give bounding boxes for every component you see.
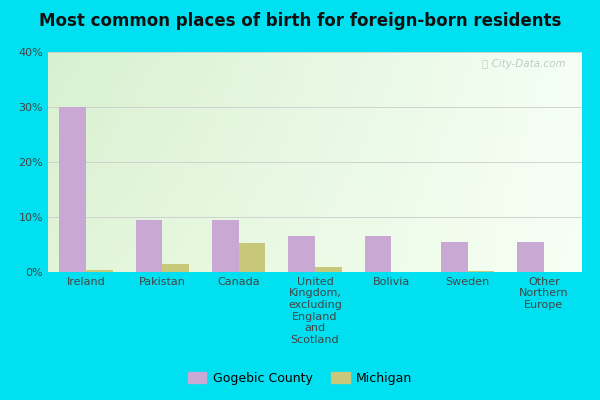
Bar (239, 243, 265, 272)
Bar (467, 271, 494, 272)
Text: Most common places of birth for foreign-born residents: Most common places of birth for foreign-… (39, 12, 561, 30)
Bar (86, 270, 113, 272)
Bar (289, 236, 315, 272)
Bar (136, 220, 163, 272)
Bar (212, 220, 239, 272)
Bar (59, 107, 86, 272)
Legend: Gogebic County, Michigan: Gogebic County, Michigan (182, 367, 418, 390)
Bar (315, 266, 342, 272)
Bar (365, 236, 391, 272)
Bar (441, 242, 467, 272)
Text: ⓘ City-Data.com: ⓘ City-Data.com (482, 58, 566, 68)
Bar (517, 242, 544, 272)
Bar (163, 264, 189, 272)
